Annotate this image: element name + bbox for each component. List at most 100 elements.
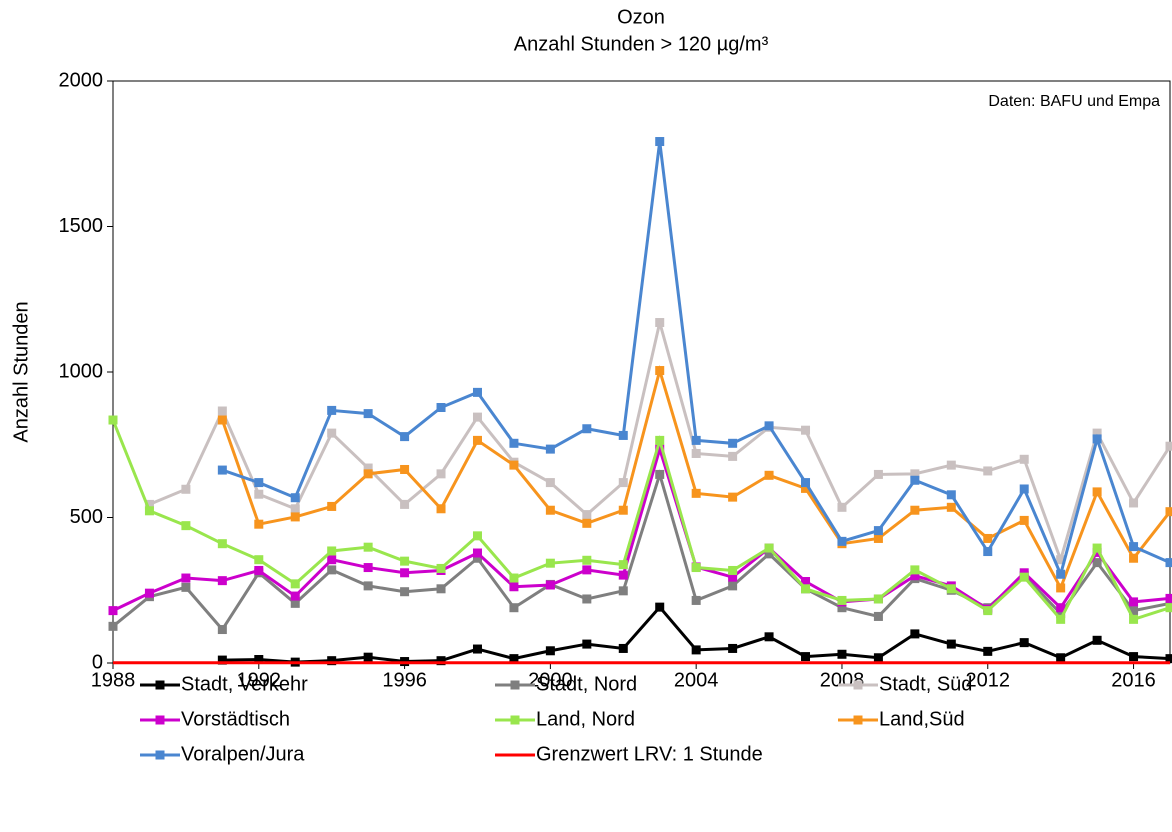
marker xyxy=(363,542,373,552)
x-tick-label: 1996 xyxy=(382,669,427,691)
marker xyxy=(983,606,993,616)
marker xyxy=(837,595,847,605)
marker xyxy=(764,632,774,642)
y-tick-label: 500 xyxy=(70,506,103,528)
marker xyxy=(728,438,738,448)
marker xyxy=(400,464,410,474)
marker xyxy=(290,579,300,589)
marker xyxy=(400,556,410,566)
marker xyxy=(363,581,373,591)
x-tick-label: 2012 xyxy=(966,669,1011,691)
legend-marker xyxy=(510,715,520,725)
marker xyxy=(764,543,774,553)
marker xyxy=(254,655,264,665)
marker xyxy=(1019,638,1029,648)
marker xyxy=(1056,583,1066,593)
marker xyxy=(582,565,592,575)
marker xyxy=(655,469,665,479)
marker xyxy=(1019,454,1029,464)
marker xyxy=(1056,653,1066,663)
marker xyxy=(873,526,883,536)
marker xyxy=(545,558,555,568)
marker xyxy=(728,572,738,582)
marker xyxy=(1056,609,1066,619)
marker xyxy=(327,405,337,415)
y-tick-label: 1000 xyxy=(59,360,104,382)
marker xyxy=(983,533,993,543)
marker xyxy=(144,588,154,598)
marker xyxy=(801,577,811,587)
marker xyxy=(217,655,227,665)
marker xyxy=(400,432,410,442)
marker xyxy=(691,488,701,498)
marker xyxy=(545,580,555,590)
marker xyxy=(582,639,592,649)
marker xyxy=(327,555,337,565)
marker xyxy=(363,652,373,662)
marker xyxy=(254,519,264,529)
marker xyxy=(290,512,300,522)
marker xyxy=(728,643,738,653)
marker xyxy=(728,451,738,461)
marker xyxy=(691,595,701,605)
marker xyxy=(472,553,482,563)
marker xyxy=(801,478,811,488)
y-axis-label: Anzahl Stunden xyxy=(10,301,32,442)
marker xyxy=(545,505,555,515)
marker xyxy=(618,586,628,596)
series-line xyxy=(221,141,1171,579)
marker xyxy=(691,435,701,445)
legend-label: Stadt, Nord xyxy=(536,673,637,695)
marker xyxy=(290,598,300,608)
marker xyxy=(1056,614,1066,624)
marker xyxy=(691,563,701,573)
marker xyxy=(983,547,993,557)
marker xyxy=(801,483,811,493)
legend-marker xyxy=(155,750,165,760)
marker xyxy=(217,539,227,549)
marker xyxy=(509,460,519,470)
marker xyxy=(363,469,373,479)
marker xyxy=(436,504,446,514)
legend-marker xyxy=(510,680,520,690)
marker xyxy=(327,546,337,556)
legend-marker xyxy=(853,680,863,690)
marker xyxy=(1092,434,1102,444)
marker xyxy=(144,499,154,509)
marker xyxy=(181,573,191,583)
marker xyxy=(801,425,811,435)
marker xyxy=(545,646,555,656)
marker xyxy=(873,653,883,663)
marker xyxy=(363,463,373,473)
marker xyxy=(1129,606,1139,616)
marker xyxy=(655,602,665,612)
marker xyxy=(618,570,628,580)
x-tick-label: 2000 xyxy=(528,669,573,691)
marker xyxy=(1165,593,1172,603)
marker xyxy=(728,565,738,575)
x-tick-label: 2016 xyxy=(1111,669,1156,691)
marker xyxy=(1129,652,1139,662)
marker xyxy=(509,438,519,448)
marker xyxy=(910,469,920,479)
legend-label: Voralpen/Jura xyxy=(181,743,305,765)
marker xyxy=(1165,507,1172,517)
marker xyxy=(217,415,227,425)
marker xyxy=(436,469,446,479)
marker xyxy=(837,603,847,613)
legend-label: Grenzwert LRV: 1 Stunde xyxy=(536,743,763,765)
marker xyxy=(1129,553,1139,563)
marker xyxy=(1165,558,1172,568)
legend-label: Vorstädtisch xyxy=(181,708,290,730)
marker xyxy=(472,548,482,558)
marker xyxy=(363,409,373,419)
marker xyxy=(472,412,482,422)
marker xyxy=(290,493,300,503)
marker xyxy=(1056,569,1066,579)
marker xyxy=(1019,484,1029,494)
marker xyxy=(400,587,410,597)
marker xyxy=(764,470,774,480)
marker xyxy=(655,137,665,147)
marker xyxy=(290,504,300,514)
